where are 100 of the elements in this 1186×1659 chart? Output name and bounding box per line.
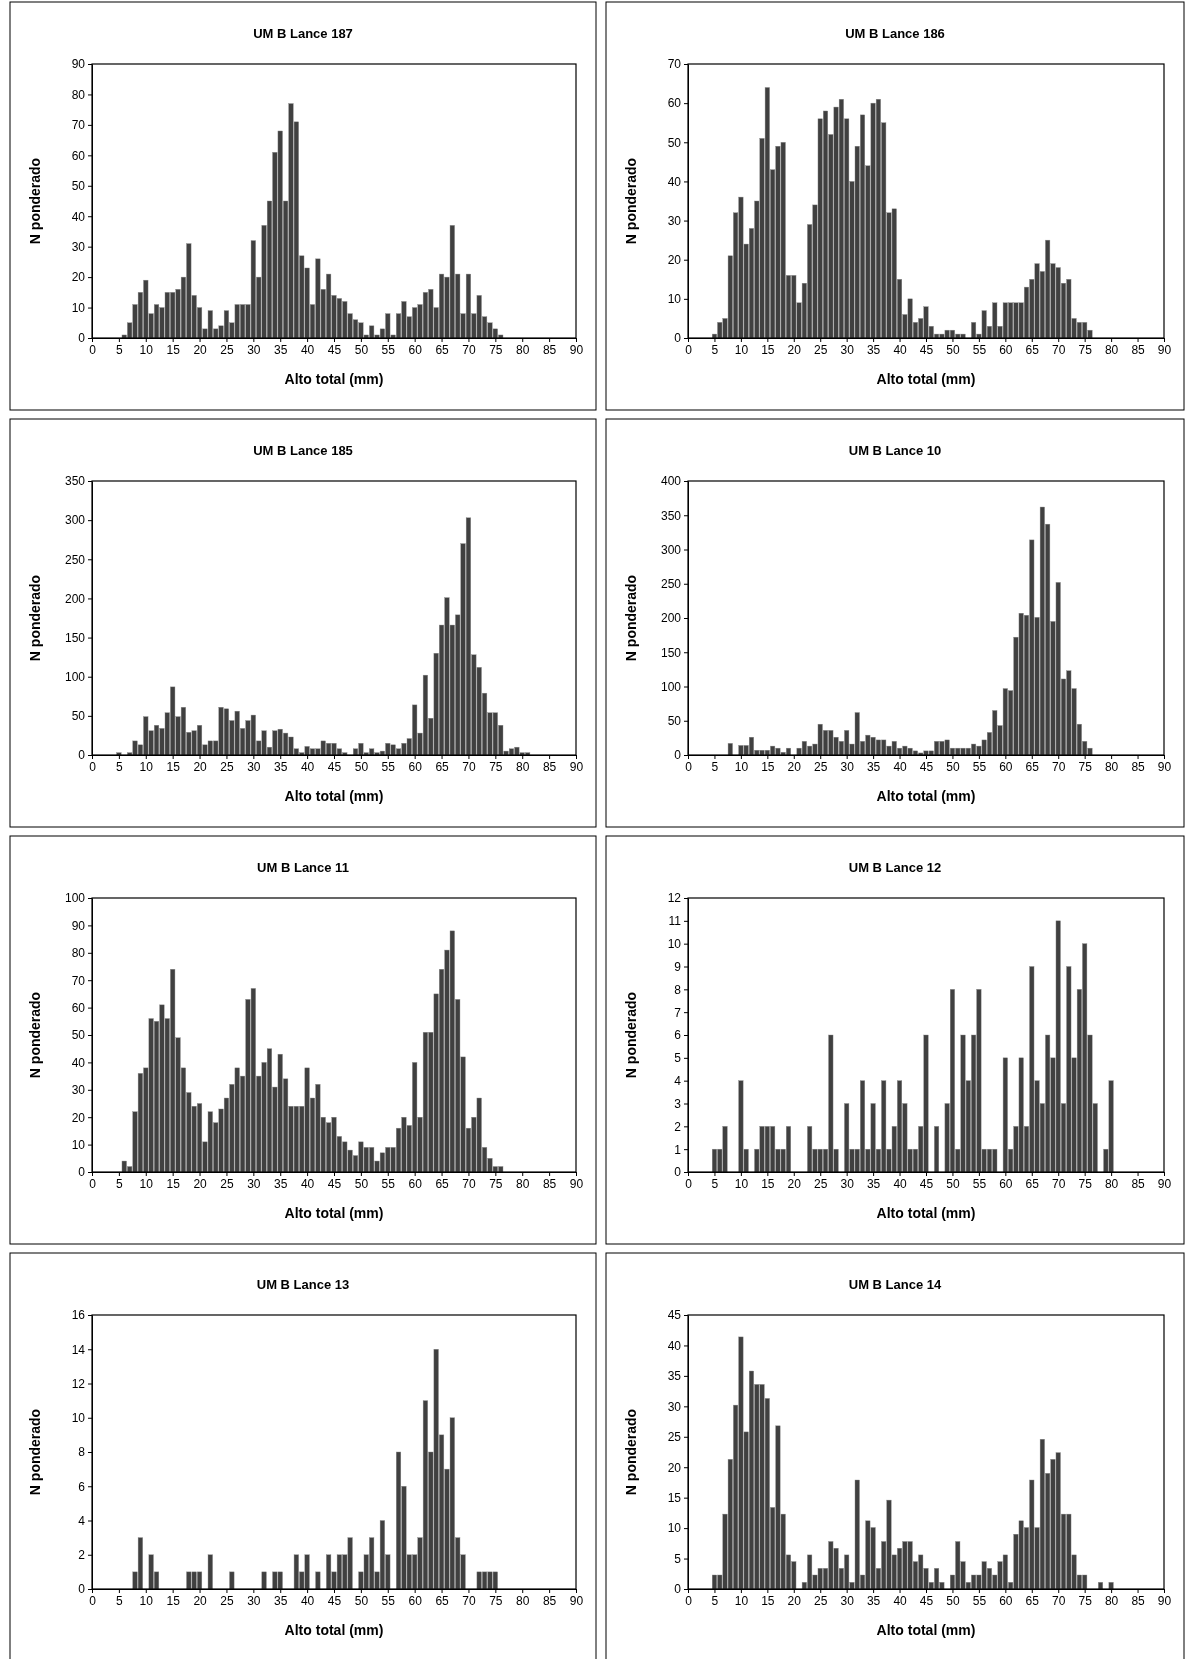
x-tick-label: 20 [787,342,802,357]
x-tick-label: 90 [1157,1176,1172,1191]
bar [971,322,977,339]
chart-title: UM B Lance 13 [256,1277,350,1292]
x-tick-label: 15 [761,1176,775,1191]
y-tick-label: 3 [674,1096,682,1111]
y-tick-label: 30 [71,240,86,255]
y-tick-label: 4 [78,1513,86,1528]
chart-title: UM B Lance 185 [253,443,353,458]
x-tick-label: 55 [381,759,396,774]
x-tick-label: 50 [354,1176,369,1191]
x-tick-label: 70 [1052,342,1066,357]
y-tick-label: 0 [78,1582,86,1597]
x-tick-label: 85 [542,1593,557,1608]
x-tick-label: 70 [462,759,476,774]
x-tick-label: 90 [569,342,584,357]
y-tick-label: 25 [667,1430,682,1445]
x-tick-label: 75 [1078,342,1093,357]
y-tick-label: 0 [78,1165,86,1180]
x-tick-label: 30 [840,342,855,357]
y-tick-label: 6 [674,1028,682,1043]
x-tick-label: 65 [435,1176,450,1191]
y-tick-label: 100 [64,891,86,906]
x-axis-title: Alto total (mm) [876,371,976,387]
y-tick-label: 150 [660,645,682,660]
y-tick-label: 70 [71,973,86,988]
y-tick-label: 6 [78,1479,86,1494]
x-tick-label: 30 [840,1593,855,1608]
y-tick-label: 20 [667,1460,682,1475]
bar [807,1126,813,1173]
x-axis-title: Alto total (mm) [876,1622,976,1638]
y-tick-label: 35 [667,1369,682,1384]
x-tick-label: 5 [711,1593,719,1608]
x-tick-label: 35 [866,342,881,357]
x-tick-label: 90 [1157,342,1172,357]
x-tick-label: 75 [1078,1593,1093,1608]
x-tick-label: 80 [1104,759,1119,774]
x-tick-label: 75 [1078,1176,1093,1191]
x-tick-label: 90 [569,759,584,774]
x-tick-label: 70 [1052,1593,1066,1608]
y-tick-label: 70 [667,57,682,72]
y-tick-label: 0 [78,331,86,346]
x-tick-label: 45 [919,1176,934,1191]
x-tick-label: 80 [516,1176,530,1191]
x-tick-label: 35 [274,1176,288,1191]
y-axis-title: N ponderado [27,1408,43,1496]
y-tick-label: 14 [71,1342,86,1357]
x-axis-title: Alto total (mm) [284,788,384,804]
x-tick-label: 30 [247,759,261,774]
y-tick-label: 45 [667,1308,682,1323]
y-tick-label: 11 [668,914,682,929]
y-tick-label: 5 [674,1051,682,1066]
y-tick-label: 50 [71,709,86,724]
y-tick-label: 200 [64,591,86,606]
x-tick-label: 80 [1104,1176,1119,1191]
x-tick-label: 65 [435,1593,450,1608]
x-tick-label: 45 [327,1176,342,1191]
y-tick-label: 60 [71,148,86,163]
x-tick-label: 45 [327,342,342,357]
x-tick-label: 45 [327,1593,342,1608]
x-tick-label: 25 [220,759,234,774]
x-tick-label: 15 [166,759,181,774]
x-tick-label: 75 [489,1593,503,1608]
x-tick-label: 85 [1131,759,1146,774]
y-tick-label: 80 [71,946,86,961]
bar [326,1554,332,1590]
x-tick-label: 65 [1025,342,1040,357]
x-tick-label: 55 [381,1593,396,1608]
bar [844,1103,850,1173]
y-tick-label: 40 [667,174,682,189]
x-tick-label: 40 [893,1176,908,1191]
x-tick-label: 40 [893,759,908,774]
chart-title: UM B Lance 11 [257,860,349,875]
x-tick-label: 20 [193,1593,208,1608]
x-axis-title: Alto total (mm) [876,1205,976,1221]
x-tick-label: 45 [919,342,934,357]
x-tick-label: 25 [814,759,828,774]
x-tick-label: 25 [220,342,234,357]
y-tick-label: 0 [674,1582,682,1597]
y-tick-label: 5 [674,1551,682,1566]
y-axis-title: N ponderado [623,991,639,1079]
x-tick-label: 40 [300,342,315,357]
y-tick-label: 2 [78,1548,86,1563]
y-axis-title: N ponderado [27,574,43,662]
x-tick-label: 5 [116,759,124,774]
x-tick-label: 20 [193,1176,208,1191]
x-tick-label: 85 [1131,342,1146,357]
x-tick-label: 50 [946,759,960,774]
y-tick-label: 350 [64,474,86,489]
x-axis-title: Alto total (mm) [876,788,976,804]
y-tick-label: 300 [64,513,86,528]
x-tick-label: 10 [139,759,154,774]
x-tick-label: 60 [408,759,423,774]
x-tick-label: 30 [840,1176,855,1191]
y-tick-label: 250 [660,577,682,592]
x-tick-label: 65 [1025,1593,1040,1608]
x-tick-label: 15 [166,1593,181,1608]
x-tick-label: 85 [542,759,557,774]
y-tick-label: 0 [78,748,86,763]
y-tick-label: 10 [71,300,86,315]
